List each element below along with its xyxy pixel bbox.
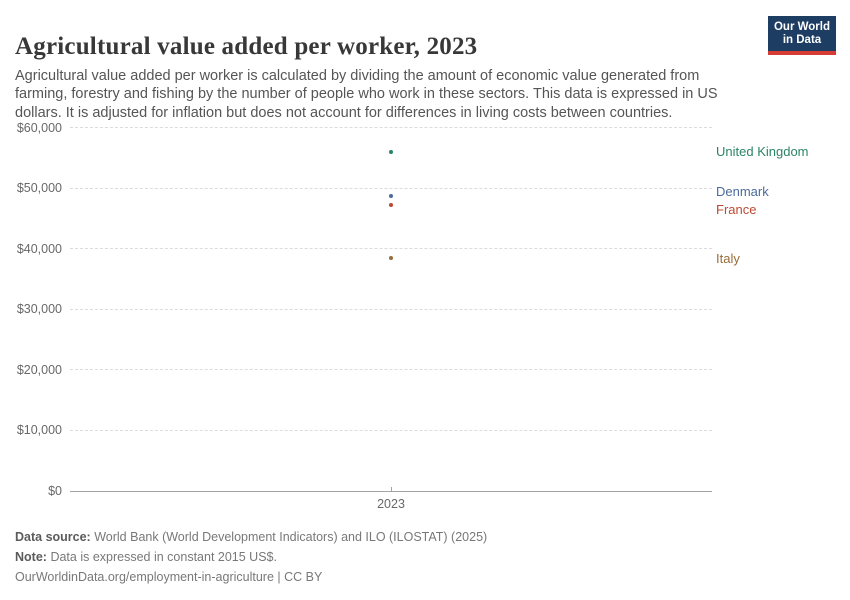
separator-glyph: | (277, 570, 281, 584)
gridline-50000 (70, 187, 712, 189)
data-source-label: Data source: (15, 530, 91, 544)
data-source-value: World Bank (World Development Indicators… (94, 530, 488, 544)
entity-label-united-kingdom[interactable]: United Kingdom (716, 144, 809, 160)
chart-footer: Data source: World Bank (World Developme… (15, 527, 487, 587)
gridline-10000 (70, 429, 712, 431)
owid-url-link[interactable]: OurWorldinData.org/employment-in-agricul… (15, 570, 274, 584)
gridline-40000 (70, 248, 712, 250)
x-axis-tick-label: 2023 (377, 497, 405, 511)
gridline-20000 (70, 369, 712, 371)
note-value: Data is expressed in constant 2015 US$. (50, 550, 277, 564)
y-axis-tick-label: $10,000 (16, 423, 62, 438)
footer-citation: OurWorldinData.org/employment-in-agricul… (15, 567, 487, 587)
owid-logo[interactable]: Our World in Data (768, 16, 836, 55)
y-axis-tick-label: $40,000 (16, 241, 62, 256)
note-label: Note: (15, 550, 47, 564)
y-axis-tick-label: $20,000 (16, 362, 62, 377)
entity-label-france[interactable]: France (716, 202, 757, 218)
owid-logo-line1: Our World (773, 21, 830, 33)
entity-label-italy[interactable]: Italy (716, 250, 740, 266)
y-axis-tick-label: $50,000 (16, 181, 62, 196)
data-point-france[interactable] (389, 202, 393, 207)
entity-label-denmark[interactable]: Denmark (716, 183, 769, 199)
y-axis-tick-label: $60,000 (16, 120, 62, 135)
gridline-30000 (70, 308, 712, 310)
y-axis-tick-label: $30,000 (16, 302, 62, 317)
gridline-60000 (70, 127, 712, 128)
chart-subtitle: Agricultural value added per worker is c… (15, 67, 718, 121)
data-point-denmark[interactable] (389, 194, 393, 199)
data-point-united-kingdom[interactable] (389, 149, 393, 154)
owid-logo-line2: in Data (782, 34, 822, 46)
footer-note: Note: Data is expressed in constant 2015… (15, 547, 487, 567)
footer-data-source: Data source: World Bank (World Developme… (15, 527, 487, 547)
data-point-italy[interactable] (389, 256, 393, 261)
license-label: CC BY (284, 570, 323, 584)
page-title: Agricultural value added per worker, 202… (15, 32, 478, 60)
y-axis-tick-label: $0 (48, 484, 62, 498)
x-axis-tick-mark (390, 487, 392, 492)
